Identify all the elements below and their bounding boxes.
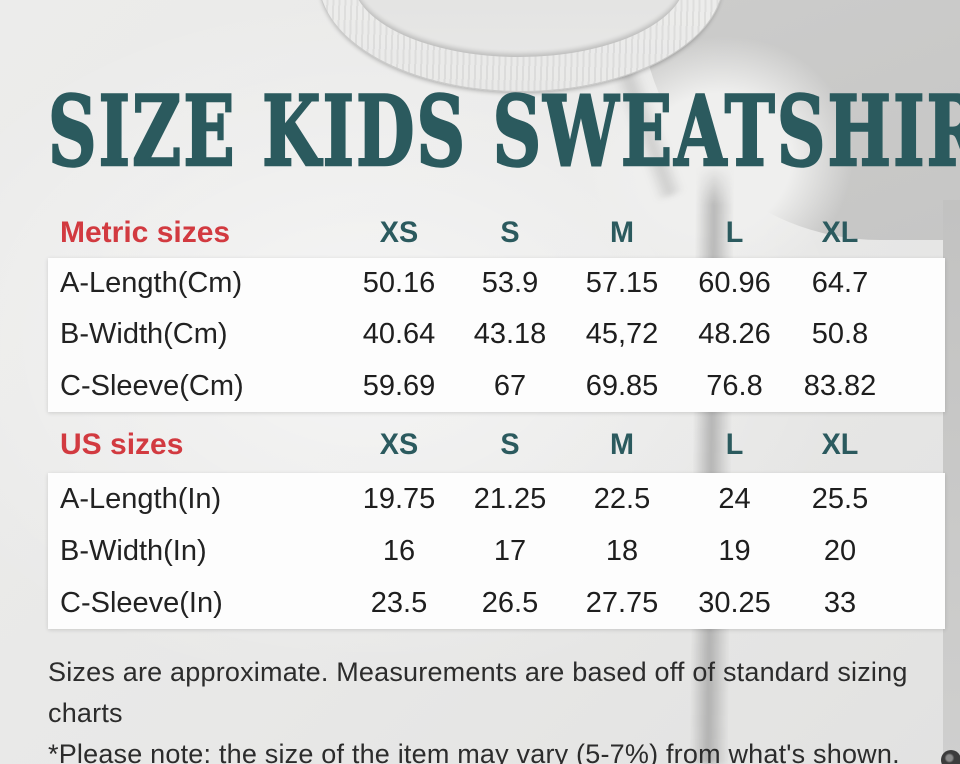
measurement-value: 24 bbox=[718, 482, 751, 515]
size-column-header-xl: XL bbox=[821, 428, 859, 461]
measurement-label: C-Sleeve(In) bbox=[60, 586, 223, 619]
measurement-value: 33 bbox=[823, 586, 857, 619]
measurement-value: 50.16 bbox=[362, 267, 436, 300]
measurement-value: 53.9 bbox=[481, 267, 539, 300]
size-column-header-l: L bbox=[725, 216, 744, 249]
measurement-value: 21.25 bbox=[473, 482, 547, 515]
measurement-value: 19 bbox=[718, 534, 751, 567]
size-column-header-xs: XS bbox=[379, 216, 419, 249]
measurement-label: B-Width(In) bbox=[60, 534, 207, 567]
table-row: C-Sleeve(Cm) 59.69 67 69.85 76.8 83.82 bbox=[48, 361, 945, 412]
measurement-value: 17 bbox=[493, 534, 527, 567]
measurement-value: 30.25 bbox=[698, 586, 771, 619]
measurement-value: 20 bbox=[823, 534, 857, 567]
table-row: B-Width(Cm) 40.64 43.18 45,72 48.26 50.8 bbox=[48, 309, 945, 360]
measurement-value: 45,72 bbox=[585, 318, 659, 351]
measurement-value: 50.8 bbox=[811, 318, 869, 351]
measurement-value: 40.64 bbox=[362, 318, 436, 351]
us-table: A-Length(In) 19.75 21.25 22.5 24 25.5 B-… bbox=[48, 473, 945, 629]
page-title: SIZE KIDS SWEATSHIRT bbox=[47, 75, 960, 188]
measurement-value: 67 bbox=[493, 369, 527, 402]
measurement-value: 23.5 bbox=[370, 586, 428, 619]
measurement-value: 22.5 bbox=[593, 482, 651, 515]
size-column-header-s: S bbox=[500, 428, 520, 461]
size-column-header-s: S bbox=[500, 216, 520, 249]
metric-header-row: Metric sizes XS S M L XL bbox=[48, 210, 945, 256]
footnote: Sizes are approximate. Measurements are … bbox=[48, 657, 908, 728]
measurement-value: 16 bbox=[382, 534, 416, 567]
measurement-value: 27.75 bbox=[585, 586, 659, 619]
footnote: *Please note: the size of the item may v… bbox=[48, 739, 900, 764]
footnotes: Sizes are approximate. Measurements are … bbox=[48, 652, 938, 764]
us-sizes-label: US sizes bbox=[60, 428, 184, 461]
measurement-label: B-Width(Cm) bbox=[60, 318, 228, 351]
measurement-value: 43.18 bbox=[473, 318, 547, 351]
measurement-value: 69.85 bbox=[585, 369, 659, 402]
measurement-value: 76.8 bbox=[706, 369, 763, 402]
table-row: B-Width(In) 16 17 18 19 20 bbox=[48, 525, 945, 577]
size-column-header-m: M bbox=[610, 216, 634, 249]
size-column-header-m: M bbox=[610, 428, 634, 461]
table-row: A-Length(In) 19.75 21.25 22.5 24 25.5 bbox=[48, 473, 945, 525]
measurement-value: 83.82 bbox=[803, 369, 877, 402]
measurement-value: 48.26 bbox=[698, 318, 771, 351]
measurement-label: A-Length(Cm) bbox=[60, 267, 243, 300]
backdrop-right-strip bbox=[943, 200, 960, 764]
metric-sizes-label: Metric sizes bbox=[60, 216, 231, 249]
measurement-value: 19.75 bbox=[362, 482, 436, 515]
measurement-label: A-Length(In) bbox=[60, 482, 222, 515]
size-column-header-xl: XL bbox=[821, 216, 859, 249]
measurement-value: 26.5 bbox=[481, 586, 539, 619]
corner-mark-icon bbox=[941, 750, 960, 764]
measurement-value: 25.5 bbox=[811, 482, 869, 515]
measurement-label: C-Sleeve(Cm) bbox=[60, 369, 244, 402]
table-row: A-Length(Cm) 50.16 53.9 57.15 60.96 64.7 bbox=[48, 258, 945, 309]
measurement-value: 18 bbox=[605, 534, 639, 567]
us-header-row: US sizes XS S M L XL bbox=[48, 422, 945, 468]
size-column-header-xs: XS bbox=[379, 428, 419, 461]
metric-table: A-Length(Cm) 50.16 53.9 57.15 60.96 64.7… bbox=[48, 258, 945, 412]
collar-opening bbox=[352, 0, 686, 57]
measurement-value: 60.96 bbox=[698, 267, 771, 300]
table-row: C-Sleeve(In) 23.5 26.5 27.75 30.25 33 bbox=[48, 577, 945, 629]
measurement-value: 59.69 bbox=[362, 369, 436, 402]
size-column-header-l: L bbox=[725, 428, 744, 461]
measurement-value: 57.15 bbox=[585, 267, 659, 300]
measurement-value: 64.7 bbox=[811, 267, 869, 300]
